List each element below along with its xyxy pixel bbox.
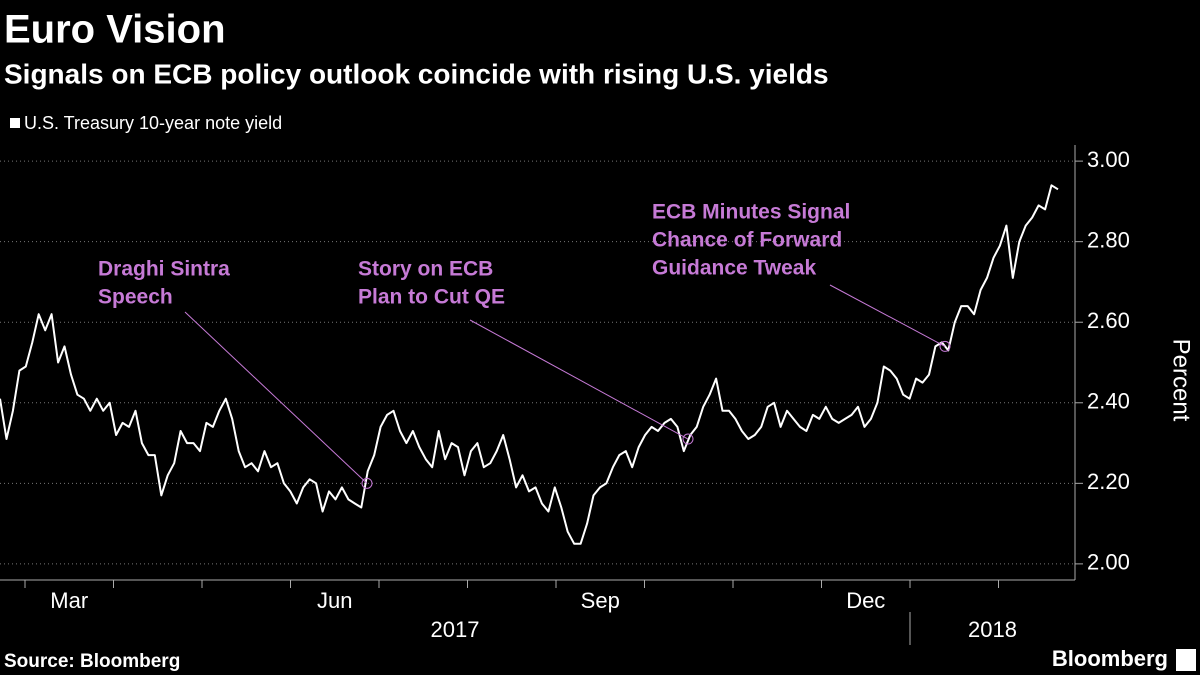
y-tick-label: 2.00 — [1087, 550, 1130, 575]
y-tick-label: 2.20 — [1087, 469, 1130, 494]
annotation-pointer — [829, 284, 946, 347]
annotation-text: Draghi Sintra — [98, 258, 230, 281]
annotation-text: Chance of Forward — [652, 229, 842, 252]
series-line — [0, 184, 1059, 545]
annotation-marker — [361, 477, 373, 489]
y-tick-label: 2.80 — [1087, 227, 1130, 252]
y-axis-label: Percent — [1168, 339, 1195, 422]
annotation-pointer — [469, 319, 689, 440]
annotation-text: Guidance Tweak — [652, 257, 816, 280]
x-tick-label: Mar — [50, 588, 88, 613]
y-tick-label: 2.40 — [1087, 389, 1130, 414]
x-tick-label: Jun — [317, 588, 352, 613]
y-tick-label: 3.00 — [1087, 147, 1130, 172]
source: Source: Bloomberg — [4, 651, 180, 672]
chart-subtitle: Signals on ECB policy outlook coincide w… — [4, 58, 829, 89]
x-tick-label: Dec — [846, 588, 885, 613]
year-label: 2018 — [968, 617, 1017, 642]
chart-title: Euro Vision — [4, 8, 226, 52]
y-tick-label: 2.60 — [1087, 308, 1130, 333]
legend-swatch — [10, 118, 20, 128]
legend-label: U.S. Treasury 10-year note yield — [24, 113, 282, 133]
annotation-text: Speech — [98, 286, 173, 309]
brand-icon — [1176, 649, 1196, 671]
annotation-marker — [939, 340, 951, 352]
brand: Bloomberg — [1052, 646, 1168, 671]
annotation-marker — [682, 433, 694, 445]
annotation-text: Plan to Cut QE — [358, 286, 505, 309]
x-tick-label: Sep — [581, 588, 620, 613]
annotation-text: Story on ECB — [358, 258, 493, 281]
annotation-text: ECB Minutes Signal — [652, 201, 850, 224]
year-label: 2017 — [431, 617, 480, 642]
annotation-pointer — [184, 311, 368, 484]
